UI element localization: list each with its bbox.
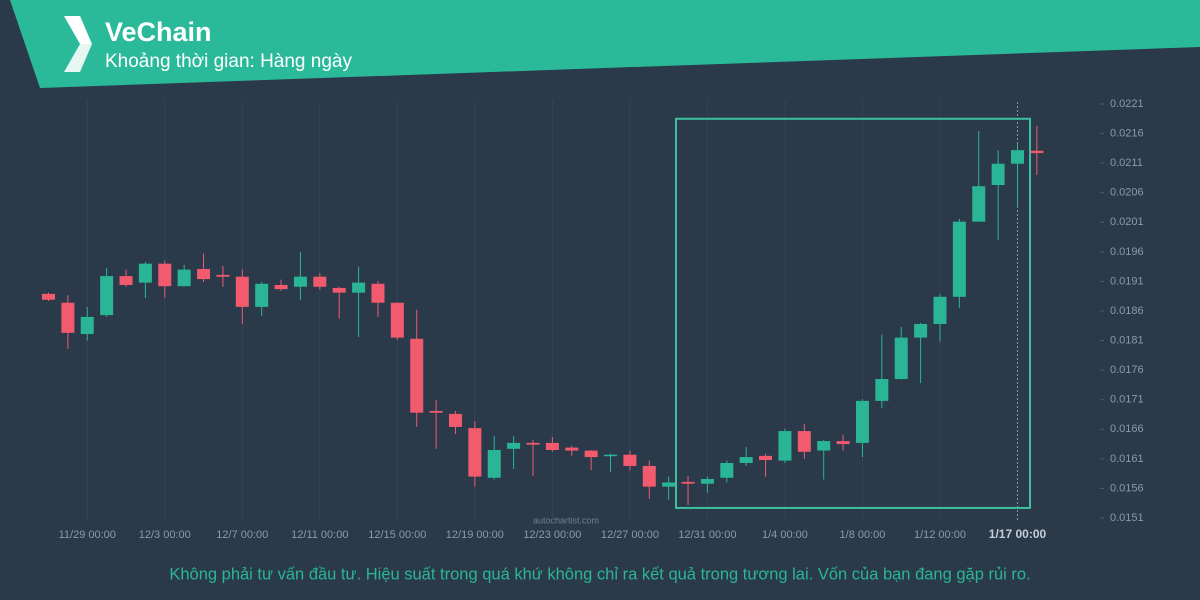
candle-body [681, 481, 695, 484]
candle-body [584, 450, 598, 458]
candle-body [952, 221, 966, 297]
candle-body [972, 186, 986, 222]
candle-body [1030, 150, 1044, 154]
candle-body [894, 337, 908, 380]
candle-body [448, 413, 462, 427]
candle-body [545, 442, 559, 450]
candle-body [507, 442, 521, 449]
candle-body [739, 457, 753, 463]
x-tick-label: 1/17 00:00 [989, 527, 1047, 541]
candle-body [158, 263, 172, 287]
y-tick-label: 0.0201 [1110, 216, 1144, 228]
candle-body [700, 478, 714, 484]
candle-body [138, 263, 152, 283]
candle-body [390, 302, 404, 338]
logo-shape [64, 16, 92, 44]
candle-body [778, 431, 792, 461]
pattern-box [675, 117, 1031, 509]
candle-body [817, 441, 831, 451]
header-band [10, 0, 1200, 88]
candle-body [216, 274, 230, 277]
candle-body [797, 431, 811, 452]
y-tick-label: 0.0191 [1110, 275, 1144, 287]
x-tick-label: 12/7 00:00 [216, 529, 268, 541]
x-tick-label: 1/8 00:00 [840, 529, 886, 541]
y-tick-label: 0.0156 [1110, 482, 1144, 494]
y-tick-label: 0.0216 [1110, 127, 1144, 139]
x-tick-label: 12/19 00:00 [446, 529, 504, 541]
candle-body [991, 163, 1005, 186]
candle-body [1011, 150, 1024, 164]
y-tick-label: 0.0211 [1110, 157, 1143, 169]
candle-body [293, 276, 307, 287]
candle-body [177, 269, 191, 287]
y-tick-label: 0.0161 [1110, 453, 1144, 465]
watermark: autochartist.com [533, 515, 599, 525]
candle-body [662, 482, 676, 487]
candle-body [100, 276, 114, 316]
candle-body [759, 455, 773, 461]
candle-body [855, 400, 869, 443]
x-tick-label: 12/23 00:00 [523, 529, 581, 541]
chart-subtitle: Khoảng thời gian: Hàng ngày [105, 51, 352, 72]
candle-body [313, 276, 327, 287]
candle-body [274, 284, 288, 290]
candle-body [623, 454, 637, 466]
x-tick-label: 11/29 00:00 [59, 529, 116, 541]
candle-body [119, 276, 133, 285]
candle-body [352, 282, 366, 293]
candle-body [429, 410, 443, 413]
candle-body [565, 447, 579, 451]
y-tick-label: 0.0166 [1110, 423, 1144, 435]
candle-body [80, 316, 94, 335]
candle-body [197, 269, 211, 280]
disclaimer: Không phải tư vấn đầu tư. Hiệu suất tron… [169, 565, 1030, 583]
y-tick-label: 0.0176 [1110, 364, 1144, 376]
candle-body [468, 428, 482, 477]
x-tick-label: 12/27 00:00 [601, 529, 659, 541]
candle-body [933, 296, 947, 325]
candle-body [487, 449, 501, 478]
y-tick-label: 0.0181 [1110, 334, 1144, 346]
x-tick-label: 1/4 00:00 [762, 529, 808, 541]
candle-body [255, 283, 269, 307]
x-tick-label: 12/3 00:00 [139, 529, 191, 541]
y-tick-label: 0.0151 [1110, 512, 1144, 524]
candle-body [61, 302, 75, 333]
x-tick-label: 12/31 00:00 [678, 529, 736, 541]
candle-body [914, 324, 928, 338]
y-tick-label: 0.0196 [1110, 246, 1144, 258]
candle-body [371, 283, 385, 303]
y-tick-label: 0.0171 [1110, 394, 1144, 406]
y-tick-label: 0.0186 [1110, 305, 1144, 317]
logo-shape [64, 44, 92, 72]
candle-body [720, 462, 734, 478]
candle-body [410, 338, 424, 413]
x-tick-label: 12/11 00:00 [291, 529, 348, 541]
candle-body [604, 454, 618, 457]
candle-body [836, 441, 850, 445]
y-tick-label: 0.0221 [1110, 98, 1144, 110]
x-tick-label: 12/15 00:00 [368, 529, 426, 541]
chart-title: VeChain [105, 17, 212, 47]
candle-body [42, 293, 55, 300]
x-tick-label: 1/12 00:00 [914, 529, 966, 541]
candle-body [332, 287, 346, 293]
candle-body [526, 442, 540, 445]
candle-body [235, 276, 249, 307]
candle-body [875, 379, 889, 401]
y-tick-label: 0.0206 [1110, 187, 1144, 199]
candle-body [642, 465, 656, 487]
logo [64, 16, 92, 72]
